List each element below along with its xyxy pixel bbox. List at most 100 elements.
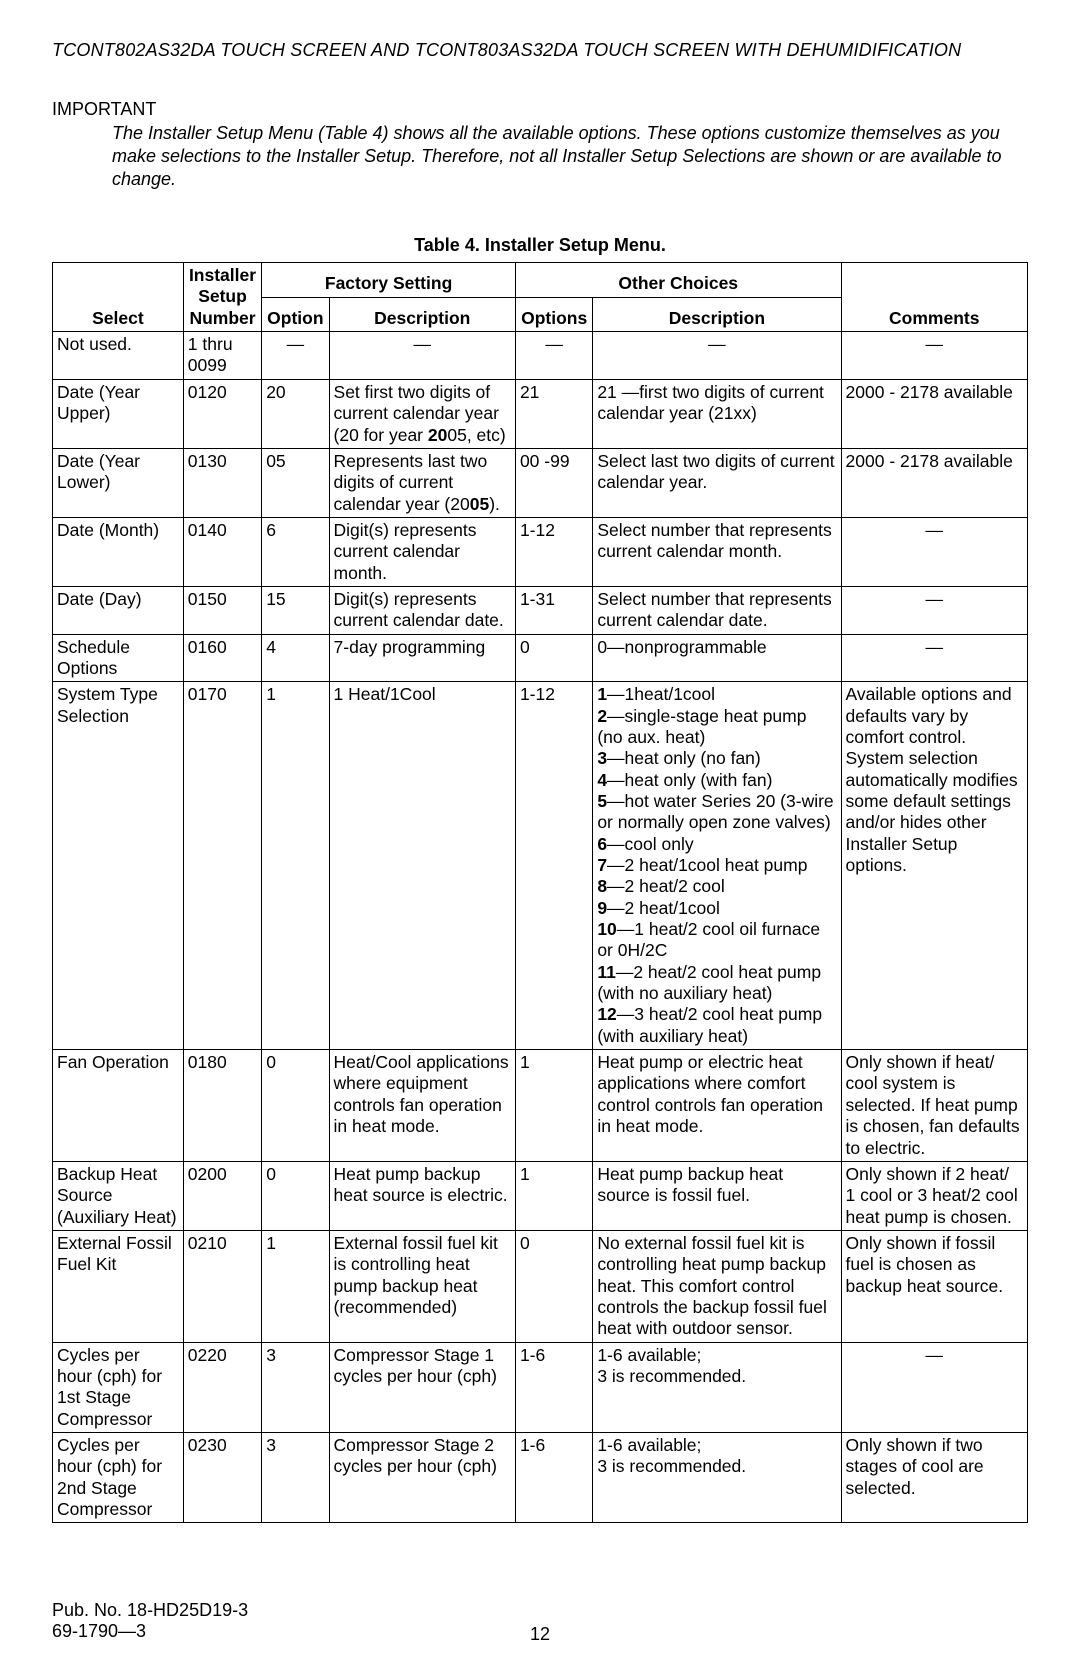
th-select: Select: [53, 263, 184, 332]
cell-odesc: 1—1heat/1cool2—single-stage heat pump (n…: [593, 682, 841, 1050]
cell-select: Cycles per hour (cph) for 1st Stage Comp…: [53, 1342, 184, 1432]
cell-odesc: 21 —first two digits of current calendar…: [593, 379, 841, 448]
cell-odesc: 1-6 available;3 is recommended.: [593, 1342, 841, 1432]
table-row: External Fossil Fuel Kit02101External fo…: [53, 1230, 1028, 1342]
cell-fdesc: 1 Heat/1Cool: [329, 682, 515, 1050]
cell-comments: Only shown if two stages of cool are sel…: [841, 1432, 1027, 1522]
cell-comments: —: [841, 634, 1027, 682]
cell-option: 1: [262, 1230, 329, 1342]
table-row: Date (Year Upper)012020Set first two dig…: [53, 379, 1028, 448]
th-comments: Comments: [841, 263, 1027, 332]
cell-number: 1 thru 0099: [183, 332, 261, 380]
cell-odesc: Select number that represents current ca…: [593, 517, 841, 586]
table-row: Not used.1 thru 0099—————: [53, 332, 1028, 380]
cell-fdesc: Digit(s) represents current calendar dat…: [329, 586, 515, 634]
cell-number: 0180: [183, 1050, 261, 1162]
cell-options: 0: [515, 1230, 592, 1342]
cell-fdesc: Represents last two digits of current ca…: [329, 448, 515, 517]
cell-option: 3: [262, 1432, 329, 1522]
th-fdesc: Description: [329, 297, 515, 332]
table-row: System Type Selection017011 Heat/1Cool1-…: [53, 682, 1028, 1050]
th-factory: Factory Setting: [262, 263, 516, 298]
cell-fdesc: Set first two digits of current calendar…: [329, 379, 515, 448]
cell-option: 3: [262, 1342, 329, 1432]
cell-fdesc: Compressor Stage 1 cycles per hour (cph): [329, 1342, 515, 1432]
important-label: IMPORTANT: [52, 99, 1028, 120]
cell-number: 0220: [183, 1342, 261, 1432]
cell-option: —: [262, 332, 329, 380]
table-row: Fan Operation01800Heat/Cool applications…: [53, 1050, 1028, 1162]
cell-options: 00 -99: [515, 448, 592, 517]
cell-select: Not used.: [53, 332, 184, 380]
th-odesc: Description: [593, 297, 841, 332]
cell-number: 0210: [183, 1230, 261, 1342]
cell-number: 0230: [183, 1432, 261, 1522]
cell-number: 0200: [183, 1161, 261, 1230]
cell-comments: Only shown if 2 heat/ 1 cool or 3 heat/2…: [841, 1161, 1027, 1230]
cell-odesc: Select last two digits of current calend…: [593, 448, 841, 517]
table-row: Date (Month)01406Digit(s) represents cur…: [53, 517, 1028, 586]
cell-fdesc: Digit(s) represents current calendar mon…: [329, 517, 515, 586]
cell-select: Date (Year Upper): [53, 379, 184, 448]
cell-number: 0140: [183, 517, 261, 586]
cell-fdesc: Heat pump backup heat source is electric…: [329, 1161, 515, 1230]
cell-options: 1-31: [515, 586, 592, 634]
cell-odesc: 0—nonprogrammable: [593, 634, 841, 682]
th-number: Installer Setup Number: [183, 263, 261, 332]
th-option: Option: [262, 297, 329, 332]
page-header: TCONT802AS32DA TOUCH SCREEN AND TCONT803…: [52, 40, 1028, 61]
cell-number: 0170: [183, 682, 261, 1050]
cell-fdesc: —: [329, 332, 515, 380]
cell-odesc: No external fossil fuel kit is controlli…: [593, 1230, 841, 1342]
cell-fdesc: External fossil fuel kit is controlling …: [329, 1230, 515, 1342]
cell-odesc: —: [593, 332, 841, 380]
cell-comments: —: [841, 517, 1027, 586]
cell-comments: —: [841, 1342, 1027, 1432]
cell-options: 1: [515, 1161, 592, 1230]
cell-comments: Only shown if fossil fuel is chosen as b…: [841, 1230, 1027, 1342]
cell-select: External Fossil Fuel Kit: [53, 1230, 184, 1342]
cell-fdesc: Heat/Cool applications where equipment c…: [329, 1050, 515, 1162]
th-other: Other Choices: [515, 263, 841, 298]
cell-select: Cycles per hour (cph) for 2nd Stage Comp…: [53, 1432, 184, 1522]
cell-option: 20: [262, 379, 329, 448]
cell-number: 0130: [183, 448, 261, 517]
table-row: Date (Year Lower)013005Represents last t…: [53, 448, 1028, 517]
table-caption: Table 4. Installer Setup Menu.: [52, 235, 1028, 256]
cell-option: 05: [262, 448, 329, 517]
cell-select: Date (Year Lower): [53, 448, 184, 517]
cell-comments: 2000 - 2178 available: [841, 448, 1027, 517]
cell-option: 0: [262, 1050, 329, 1162]
cell-odesc: Select number that represents current ca…: [593, 586, 841, 634]
th-options: Options: [515, 297, 592, 332]
installer-setup-table: Select Installer Setup Number Factory Se…: [52, 262, 1028, 1523]
table-row: Schedule Options016047-day programming00…: [53, 634, 1028, 682]
cell-comments: Available options and defaults vary by c…: [841, 682, 1027, 1050]
cell-fdesc: 7-day programming: [329, 634, 515, 682]
cell-select: Date (Day): [53, 586, 184, 634]
footer: Pub. No. 18-HD25D19-3 69-1790—3 12: [52, 1600, 1028, 1645]
cell-option: 0: [262, 1161, 329, 1230]
cell-options: 1-12: [515, 682, 592, 1050]
cell-select: Fan Operation: [53, 1050, 184, 1162]
cell-fdesc: Compressor Stage 2 cycles per hour (cph): [329, 1432, 515, 1522]
cell-option: 15: [262, 586, 329, 634]
page-number: 12: [52, 1624, 1028, 1645]
cell-number: 0160: [183, 634, 261, 682]
pub-number: Pub. No. 18-HD25D19-3: [52, 1600, 1028, 1621]
cell-options: —: [515, 332, 592, 380]
cell-options: 1-6: [515, 1342, 592, 1432]
cell-select: System Type Selection: [53, 682, 184, 1050]
cell-odesc: 1-6 available;3 is recommended.: [593, 1432, 841, 1522]
table-row: Cycles per hour (cph) for 2nd Stage Comp…: [53, 1432, 1028, 1522]
cell-options: 21: [515, 379, 592, 448]
cell-comments: —: [841, 586, 1027, 634]
important-text: The Installer Setup Menu (Table 4) shows…: [112, 122, 1028, 191]
table-row: Date (Day)015015Digit(s) represents curr…: [53, 586, 1028, 634]
cell-comments: 2000 - 2178 available: [841, 379, 1027, 448]
cell-number: 0120: [183, 379, 261, 448]
cell-options: 1: [515, 1050, 592, 1162]
table-row: Cycles per hour (cph) for 1st Stage Comp…: [53, 1342, 1028, 1432]
cell-option: 4: [262, 634, 329, 682]
cell-option: 6: [262, 517, 329, 586]
